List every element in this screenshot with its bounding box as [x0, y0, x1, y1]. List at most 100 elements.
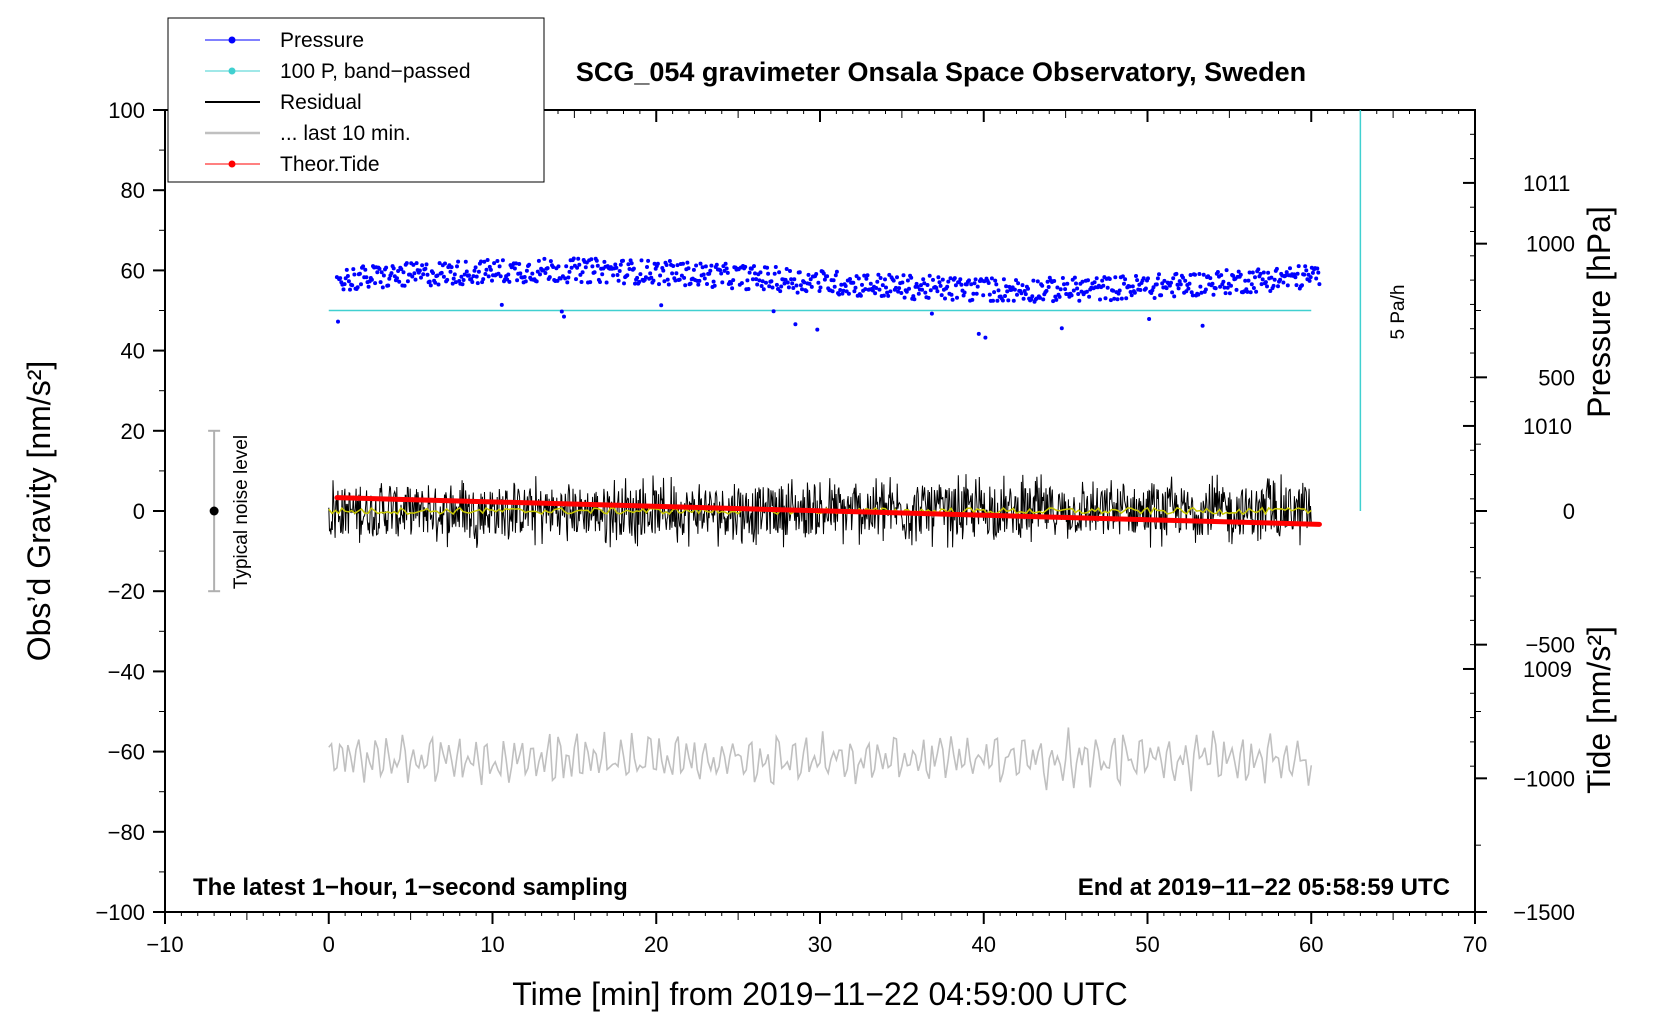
x-tick-label: 60: [1299, 932, 1323, 957]
pressure-point: [594, 258, 599, 263]
pressure-point: [459, 274, 464, 279]
pressure-point: [495, 259, 500, 263]
pressure-point: [788, 269, 792, 273]
pressure-point: [807, 281, 812, 286]
legend-swatch-marker: [228, 67, 236, 75]
pressure-point: [515, 278, 520, 283]
pressure-point: [1248, 290, 1253, 295]
pressure-point: [621, 258, 625, 263]
annotation-right: End at 2019−11−22 05:58:59 UTC: [1078, 874, 1450, 901]
pressure-point: [798, 283, 803, 288]
pressure-point: [523, 279, 528, 284]
pressure-point: [822, 277, 827, 282]
pressure-point: [507, 279, 512, 284]
pressure-point: [987, 292, 992, 297]
pressure-point: [1219, 273, 1224, 278]
pressure-point: [929, 311, 934, 316]
pressure-point: [480, 280, 485, 285]
pressure-point: [1128, 290, 1133, 294]
pressure-point: [598, 280, 602, 284]
pressure-point: [1016, 281, 1021, 286]
pressure-point: [1172, 294, 1177, 299]
pressure-point: [904, 289, 909, 294]
pressure-point: [923, 290, 928, 295]
pressure-point: [767, 284, 772, 289]
pressure-point: [427, 279, 432, 284]
pressure-point: [994, 282, 999, 287]
pressure-point: [815, 327, 820, 332]
pressure-point: [1300, 283, 1304, 288]
pressure-point: [664, 263, 669, 267]
pressure-point: [817, 289, 822, 293]
pressure-point: [1135, 278, 1140, 283]
series-theor-tide: [334, 495, 1322, 527]
pressure-point: [934, 285, 939, 290]
pressure-point: [769, 279, 774, 284]
pressure-point: [542, 256, 547, 261]
pressure-point: [344, 267, 349, 272]
pressure-point: [1152, 296, 1157, 300]
pressure-point: [1285, 283, 1290, 288]
pressure-point: [719, 271, 724, 276]
pressure-point: [709, 263, 714, 268]
x-axis-label: Time [min] from 2019−11−22 04:59:00 UTC: [512, 976, 1127, 1012]
pressure-point: [702, 276, 707, 281]
pressure-point: [818, 285, 823, 290]
pressure-point: [373, 281, 378, 286]
pressure-point: [677, 277, 682, 282]
tide-tick-label: 0: [1563, 499, 1575, 524]
pressure-point: [402, 283, 407, 288]
pressure-point: [969, 282, 974, 287]
pressure-point: [777, 270, 782, 275]
pressure-point: [1154, 282, 1159, 287]
pressure-point: [559, 309, 564, 314]
pressure-point: [880, 283, 885, 288]
pressure-point: [1105, 285, 1110, 290]
pressure-point: [464, 269, 469, 274]
pressure-point: [443, 261, 447, 266]
pressure-point: [490, 278, 494, 283]
pressure-point: [852, 289, 857, 294]
pressure-point: [377, 266, 382, 271]
pressure-point: [649, 275, 654, 280]
pressure-point: [962, 290, 967, 295]
pressure-point: [711, 279, 716, 284]
pressure-point: [1266, 270, 1271, 275]
pressure-point: [659, 303, 664, 308]
pressure-point: [853, 285, 858, 290]
pressure-point: [901, 273, 906, 278]
pressure-point: [1021, 296, 1026, 301]
pressure-point: [1030, 294, 1035, 299]
pressure-point: [800, 287, 804, 292]
annotation-left: The latest 1−hour, 1−second sampling: [193, 874, 628, 901]
pressure-point: [1186, 286, 1191, 291]
pressure-point: [1164, 286, 1169, 291]
pressure-point: [848, 277, 852, 281]
pressure-tick-label: 1010: [1523, 414, 1572, 439]
pressure-point: [475, 281, 480, 286]
pressure-point: [876, 272, 881, 277]
pressure-point: [996, 288, 1001, 293]
x-tick-label: 10: [480, 932, 504, 957]
pressure-point: [772, 271, 777, 276]
x-tick-label: 50: [1135, 932, 1159, 957]
pressure-point: [1223, 291, 1228, 296]
pressure-point: [981, 293, 986, 298]
pressure-point: [1112, 296, 1117, 301]
pressure-point: [389, 271, 394, 276]
pressure-point: [500, 258, 505, 263]
pressure-point: [448, 269, 453, 274]
pressure-point: [548, 259, 553, 264]
pressure-point: [927, 273, 932, 278]
pressure-point: [567, 269, 572, 274]
pressure-point: [492, 261, 497, 266]
pressure-point: [638, 272, 643, 277]
pressure-point: [862, 273, 867, 278]
pressure-point: [846, 291, 851, 296]
pressure-point: [575, 265, 580, 270]
pressure-point: [1038, 295, 1042, 300]
pressure-point: [1243, 278, 1248, 283]
pressure-point: [522, 275, 527, 279]
pressure-point: [1296, 264, 1301, 269]
pressure-point: [527, 262, 532, 267]
